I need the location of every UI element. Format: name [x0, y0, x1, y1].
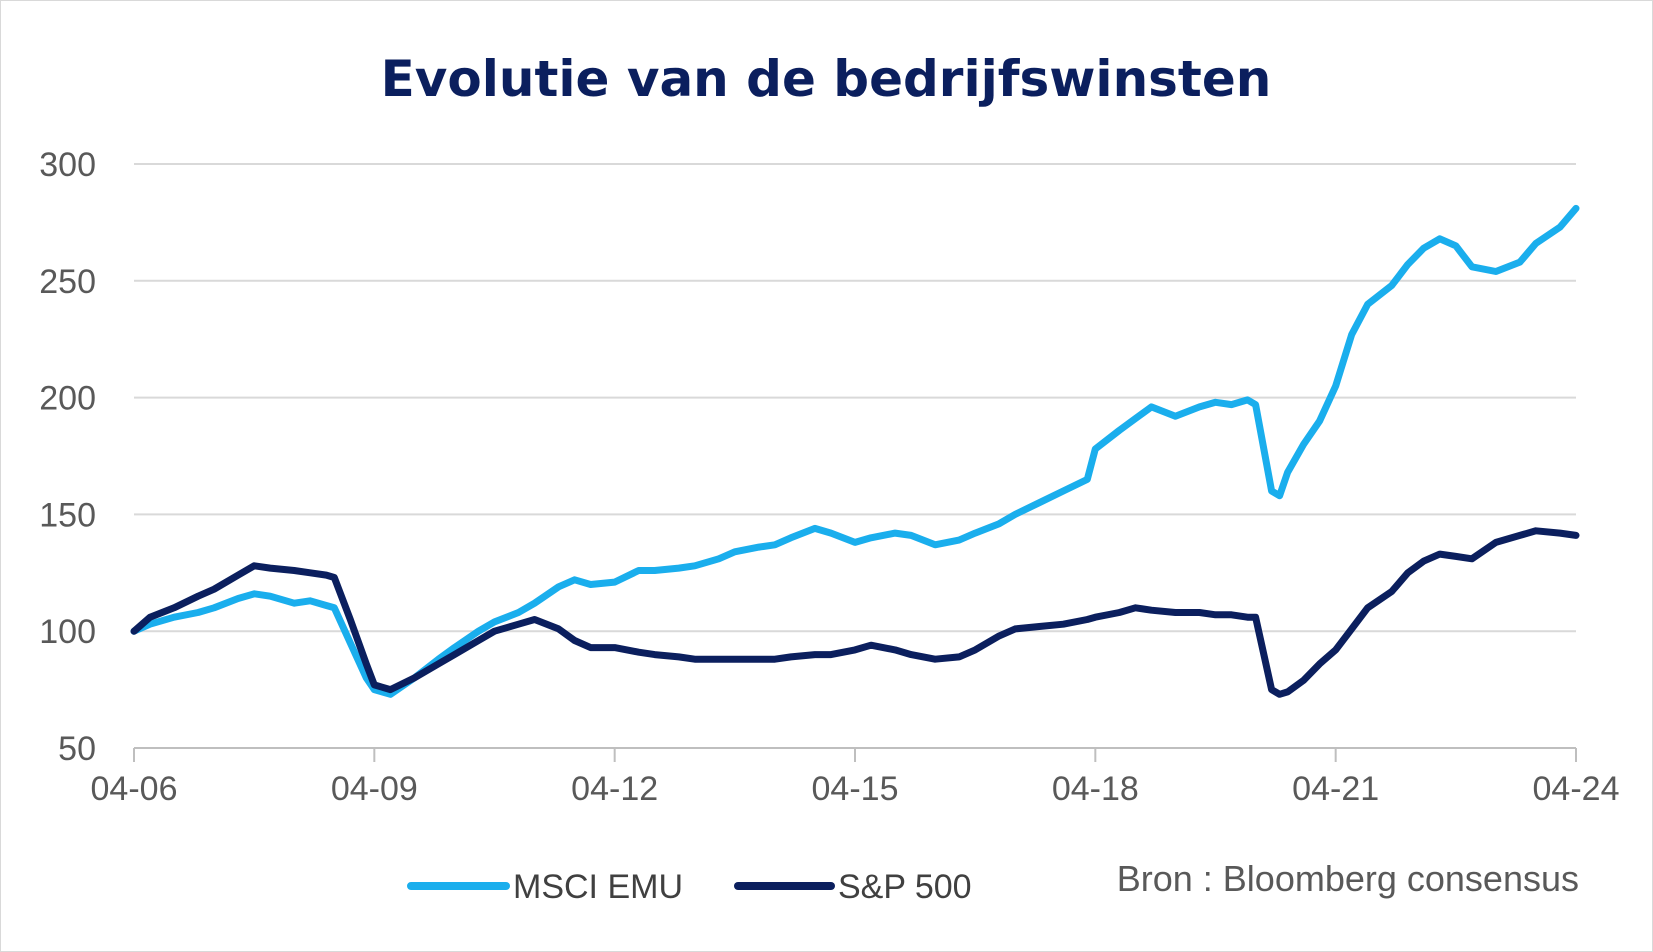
y-tick-label: 300 [39, 146, 96, 184]
chart-title: Evolutie van de bedrijfswinsten [381, 50, 1272, 108]
gridlines [134, 163, 1576, 633]
x-tick-label: 04-21 [1292, 770, 1379, 808]
axes: 50 100 150 200 250 300 04-06 04-09 04-12 04-15 04-… [39, 146, 1619, 808]
x-tick-label: 04-09 [331, 770, 418, 808]
series-lines [130, 204, 1580, 698]
x-tick-label: 04-18 [1052, 770, 1139, 808]
legend: MSCI EMU S&P 500 [407, 868, 972, 906]
y-tick-label: 250 [39, 263, 96, 301]
x-tick-label: 04-06 [91, 770, 178, 808]
y-tick-label: 50 [58, 730, 96, 768]
x-tick-label: 04-24 [1533, 770, 1620, 808]
legend-label: S&P 500 [838, 868, 972, 906]
series-line-sp-500 [130, 527, 1580, 698]
series-line-msci-emu [130, 204, 1580, 698]
y-tick-label: 200 [39, 380, 96, 418]
source-note: Bron : Bloomberg consensus [1117, 858, 1579, 899]
y-tick-label: 100 [39, 613, 96, 651]
x-tick-label: 04-15 [812, 770, 899, 808]
y-tick-label: 150 [39, 496, 96, 534]
legend-label: MSCI EMU [513, 868, 683, 906]
x-tick-label: 04-12 [571, 770, 658, 808]
